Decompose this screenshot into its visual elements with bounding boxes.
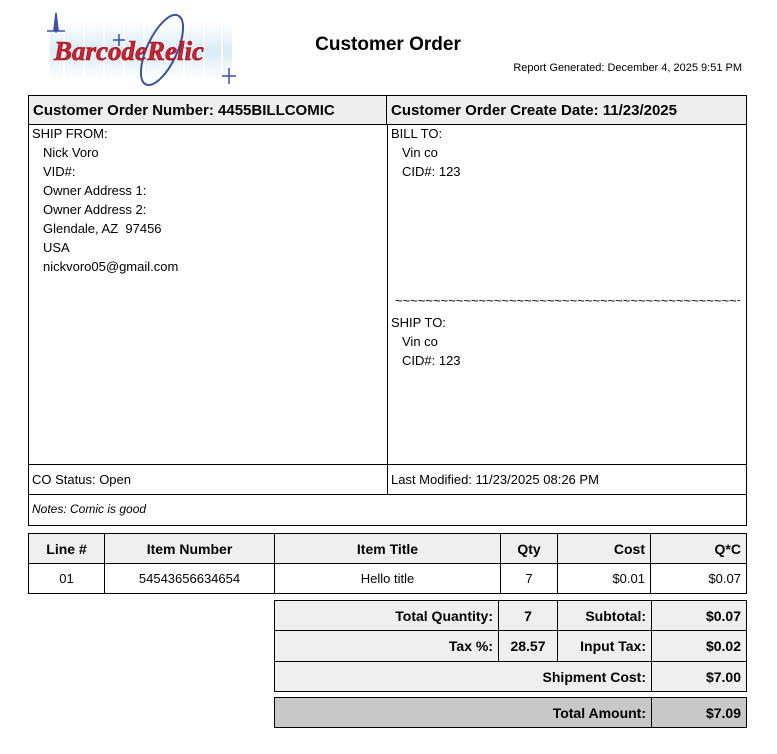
table-row-cost: $0.01 xyxy=(557,563,651,594)
order-create-date: Customer Order Create Date: 11/23/2025 xyxy=(387,96,746,125)
col-header-item-number: Item Number xyxy=(104,533,275,564)
col-header-cost: Cost xyxy=(557,533,651,564)
ship-from-line: Glendale, AZ 97456 xyxy=(43,221,162,236)
ship-from-line: Owner Address 1: xyxy=(43,183,147,198)
table-row-item-title: Hello title xyxy=(274,563,501,594)
total-amount: $7.09 xyxy=(651,697,747,728)
total-quantity: 7 xyxy=(498,600,558,631)
page-title: Customer Order xyxy=(315,34,461,55)
status-divider xyxy=(28,464,747,465)
total-amount-label: Total Amount: xyxy=(274,697,652,728)
ship-to: SHIP TO: Vin co CID#: 123 xyxy=(391,313,461,370)
notes-divider xyxy=(28,494,747,495)
subtotal: $0.07 xyxy=(651,600,747,631)
bill-to-heading: BILL TO: xyxy=(391,126,443,141)
total-quantity-label: Total Quantity: xyxy=(274,600,499,631)
report-generated: Report Generated: December 4, 2025 9:51 … xyxy=(513,62,742,74)
ship-from-line: VID#: xyxy=(43,164,76,179)
input-tax: $0.02 xyxy=(651,630,747,662)
ship-from-line: Owner Address 2: xyxy=(43,202,147,217)
column-divider xyxy=(387,125,388,494)
ship-from-heading: SHIP FROM: xyxy=(32,126,108,141)
ship-from-line: USA xyxy=(43,240,70,255)
col-header-line: Line # xyxy=(28,533,105,564)
col-header-qc: Q*C xyxy=(650,533,747,564)
subtotal-label: Subtotal: xyxy=(557,600,652,631)
notes: Notes: Comic is good xyxy=(32,502,147,516)
bill-to-line: Vin co xyxy=(402,145,438,160)
table-row-qc: $0.07 xyxy=(650,563,747,594)
bill-to-line: CID#: 123 xyxy=(402,164,461,179)
tilde-separator: ~~~~~~~~~~~~~~~~~~~~~~~~~~~~~~~~~~~~~~~~… xyxy=(395,293,740,308)
shipment-cost: $7.00 xyxy=(651,661,747,692)
table-row-line: 01 xyxy=(28,563,105,594)
order-box xyxy=(28,95,747,526)
ship-from-email: nickvoro05@gmail.com xyxy=(43,259,179,274)
table-row-qty: 7 xyxy=(500,563,558,594)
table-row-item-number: 54543656634654 xyxy=(104,563,275,594)
bill-to: BILL TO: Vin co CID#: 123 xyxy=(391,124,461,181)
col-header-item-title: Item Title xyxy=(274,533,501,564)
ship-to-heading: SHIP TO: xyxy=(391,315,446,330)
order-number: Customer Order Number: 4455BILLCOMIC xyxy=(29,96,387,125)
ship-from: SHIP FROM: Nick Voro VID#: Owner Address… xyxy=(32,124,178,276)
tax-pct-label: Tax %: xyxy=(274,630,499,662)
svg-text:BarcodeRelic: BarcodeRelic xyxy=(53,36,204,66)
shipment-cost-label: Shipment Cost: xyxy=(274,661,652,692)
col-header-qty: Qty xyxy=(500,533,558,564)
ship-from-line: Nick Voro xyxy=(43,145,99,160)
logo: BarcodeRelic xyxy=(44,8,239,87)
input-tax-label: Input Tax: xyxy=(557,630,652,662)
tax-pct: 28.57 xyxy=(498,630,558,662)
last-modified: Last Modified: 11/23/2025 08:26 PM xyxy=(391,472,599,487)
ship-to-line: CID#: 123 xyxy=(402,353,461,368)
co-status: CO Status: Open xyxy=(32,472,131,487)
ship-to-line: Vin co xyxy=(402,334,438,349)
